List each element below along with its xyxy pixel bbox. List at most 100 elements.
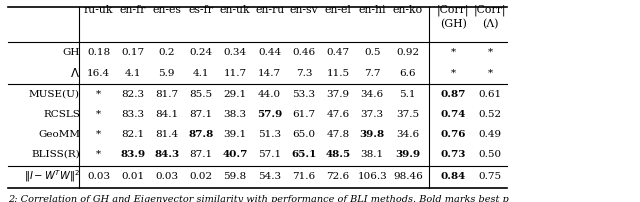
Text: 7.3: 7.3	[296, 69, 312, 78]
Text: 0.24: 0.24	[189, 48, 212, 57]
Text: 82.3: 82.3	[121, 90, 145, 99]
Text: es-fr: es-fr	[188, 5, 213, 15]
Text: BLISS(R): BLISS(R)	[31, 150, 80, 159]
Text: 0.76: 0.76	[440, 130, 466, 139]
Text: 37.9: 37.9	[326, 90, 349, 99]
Text: 0.52: 0.52	[479, 110, 502, 119]
Text: en-el: en-el	[324, 5, 351, 15]
Text: 16.4: 16.4	[87, 69, 110, 78]
Text: 37.5: 37.5	[396, 110, 419, 119]
Text: 11.5: 11.5	[326, 69, 349, 78]
Text: 65.1: 65.1	[291, 150, 317, 159]
Text: (Λ): (Λ)	[482, 19, 499, 29]
Text: 0.46: 0.46	[292, 48, 316, 57]
Text: 34.6: 34.6	[396, 130, 419, 139]
Text: 44.0: 44.0	[258, 90, 281, 99]
Text: 53.3: 53.3	[292, 90, 316, 99]
Text: *: *	[96, 90, 101, 99]
Text: 47.6: 47.6	[326, 110, 349, 119]
Text: 48.5: 48.5	[325, 150, 351, 159]
Text: 37.3: 37.3	[361, 110, 384, 119]
Text: 65.0: 65.0	[292, 130, 316, 139]
Text: *: *	[96, 150, 101, 159]
Text: |Corr|: |Corr|	[474, 4, 506, 16]
Text: 98.46: 98.46	[393, 172, 422, 181]
Text: 81.4: 81.4	[156, 130, 179, 139]
Text: 39.8: 39.8	[360, 130, 385, 139]
Text: *: *	[96, 110, 101, 119]
Text: 72.6: 72.6	[326, 172, 349, 181]
Text: en-es: en-es	[152, 5, 181, 15]
Text: GeoMM: GeoMM	[38, 130, 80, 139]
Text: en-ru: en-ru	[255, 5, 284, 15]
Text: 87.1: 87.1	[189, 110, 212, 119]
Text: 51.3: 51.3	[258, 130, 281, 139]
Text: 84.3: 84.3	[154, 150, 179, 159]
Text: GH: GH	[63, 48, 80, 57]
Text: *: *	[451, 69, 456, 78]
Text: 4.1: 4.1	[125, 69, 141, 78]
Text: en-uk: en-uk	[220, 5, 250, 15]
Text: 0.2: 0.2	[159, 48, 175, 57]
Text: 87.8: 87.8	[188, 130, 213, 139]
Text: 0.49: 0.49	[479, 130, 502, 139]
Text: 5.9: 5.9	[159, 69, 175, 78]
Text: $\|I - W^TW\|^2$: $\|I - W^TW\|^2$	[24, 168, 80, 184]
Text: *: *	[96, 130, 101, 139]
Text: 0.84: 0.84	[440, 172, 466, 181]
Text: 0.47: 0.47	[326, 48, 349, 57]
Text: 0.18: 0.18	[87, 48, 110, 57]
Text: 54.3: 54.3	[258, 172, 281, 181]
Text: 0.02: 0.02	[189, 172, 212, 181]
Text: 2: Correlation of GH and Eigenvector similarity with performance of BLI methods.: 2: Correlation of GH and Eigenvector sim…	[8, 195, 508, 202]
Text: 0.73: 0.73	[440, 150, 466, 159]
Text: 84.1: 84.1	[156, 110, 179, 119]
Text: 61.7: 61.7	[292, 110, 316, 119]
Text: 0.92: 0.92	[396, 48, 419, 57]
Text: 0.03: 0.03	[87, 172, 110, 181]
Text: 38.3: 38.3	[223, 110, 246, 119]
Text: (GH): (GH)	[440, 19, 467, 29]
Text: $\Lambda$: $\Lambda$	[70, 67, 80, 80]
Text: 5.1: 5.1	[399, 90, 416, 99]
Text: 85.5: 85.5	[189, 90, 212, 99]
Text: 0.74: 0.74	[440, 110, 466, 119]
Text: *: *	[488, 48, 493, 57]
Text: en-ko: en-ko	[393, 5, 423, 15]
Text: *: *	[488, 69, 493, 78]
Text: 83.9: 83.9	[120, 150, 145, 159]
Text: 82.1: 82.1	[121, 130, 145, 139]
Text: 106.3: 106.3	[357, 172, 387, 181]
Text: *: *	[451, 48, 456, 57]
Text: RCSLS: RCSLS	[43, 110, 80, 119]
Text: 57.9: 57.9	[257, 110, 282, 119]
Text: 14.7: 14.7	[258, 69, 281, 78]
Text: 0.03: 0.03	[156, 172, 179, 181]
Text: 4.1: 4.1	[193, 69, 209, 78]
Text: 81.7: 81.7	[156, 90, 179, 99]
Text: en-sv: en-sv	[290, 5, 318, 15]
Text: 47.8: 47.8	[326, 130, 349, 139]
Text: 59.8: 59.8	[223, 172, 246, 181]
Text: 11.7: 11.7	[223, 69, 246, 78]
Text: 39.9: 39.9	[396, 150, 420, 159]
Text: 0.01: 0.01	[121, 172, 145, 181]
Text: 71.6: 71.6	[292, 172, 316, 181]
Text: 38.1: 38.1	[361, 150, 384, 159]
Text: 0.44: 0.44	[258, 48, 281, 57]
Text: ru-uk: ru-uk	[84, 5, 113, 15]
Text: en-fr: en-fr	[120, 5, 146, 15]
Text: 0.87: 0.87	[440, 90, 466, 99]
Text: 0.17: 0.17	[121, 48, 145, 57]
Text: 39.1: 39.1	[223, 130, 246, 139]
Text: 0.34: 0.34	[223, 48, 246, 57]
Text: 0.50: 0.50	[479, 150, 502, 159]
Text: 83.3: 83.3	[121, 110, 145, 119]
Text: 0.61: 0.61	[479, 90, 502, 99]
Text: 0.5: 0.5	[364, 48, 380, 57]
Text: 0.75: 0.75	[479, 172, 502, 181]
Text: MUSE(U): MUSE(U)	[29, 90, 80, 99]
Text: 29.1: 29.1	[223, 90, 246, 99]
Text: 34.6: 34.6	[361, 90, 384, 99]
Text: en-hi: en-hi	[358, 5, 386, 15]
